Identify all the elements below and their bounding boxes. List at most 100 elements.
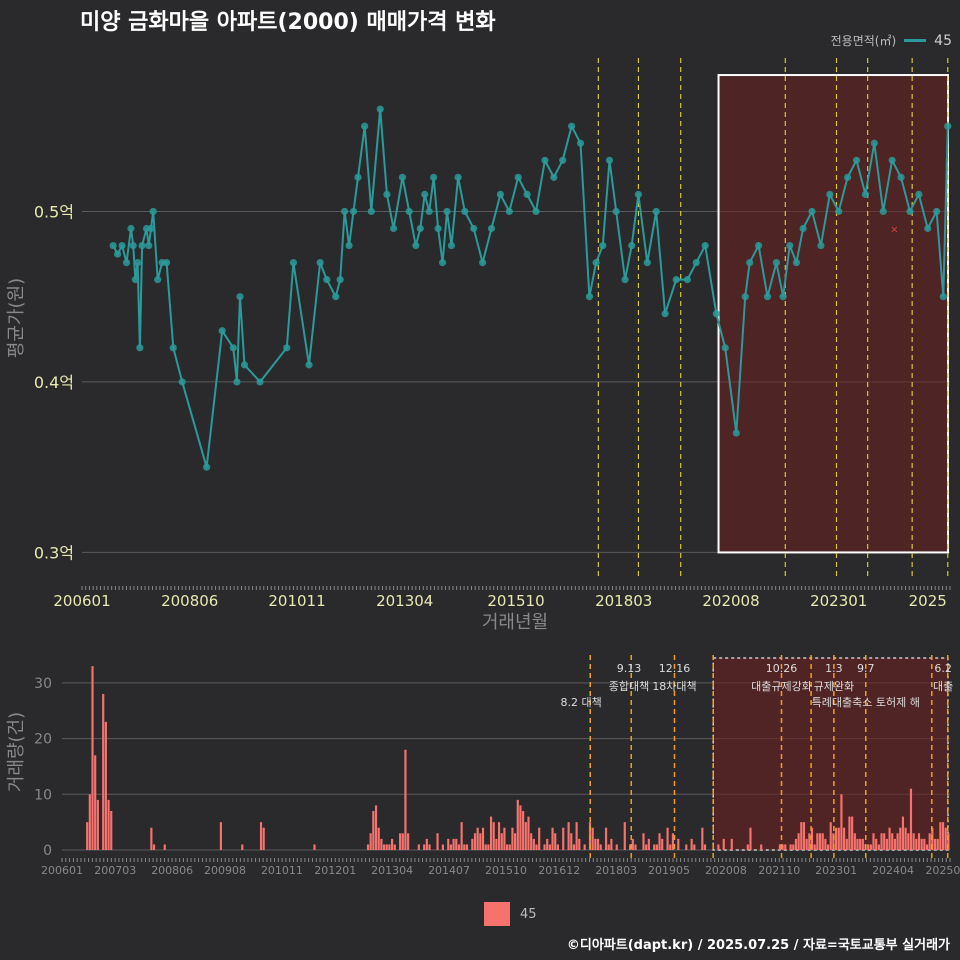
- policy-annotation-label: 대출규제강화: [751, 680, 812, 693]
- volume-bar: [859, 838, 862, 850]
- volume-bar: [88, 794, 91, 850]
- volume-bar: [834, 827, 838, 850]
- price-point: [939, 293, 947, 301]
- price-ytick-label: 0.5억: [34, 202, 74, 221]
- volume-bar: [107, 799, 110, 850]
- volume-bar: [479, 833, 482, 850]
- volume-bar: [832, 833, 835, 850]
- price-point: [138, 241, 146, 250]
- price-point: [712, 310, 720, 318]
- volume-bar: [885, 838, 888, 850]
- volume-bar: [152, 844, 156, 850]
- price-point: [541, 156, 549, 164]
- price-point: [154, 276, 162, 284]
- price-point: [786, 241, 794, 250]
- volume-ytick-label: 10: [34, 787, 52, 803]
- price-point: [376, 105, 384, 113]
- volume-bar: [449, 844, 453, 850]
- volume-bar: [730, 838, 733, 850]
- legend-volume-label: 45: [520, 906, 537, 922]
- price-point: [416, 224, 424, 233]
- volume-bar: [393, 844, 396, 850]
- volume-xtick-label: 200806: [151, 864, 193, 877]
- price-point: [289, 258, 298, 267]
- volume-bar: [262, 827, 265, 850]
- price-point: [835, 207, 843, 216]
- price-xtick-label: 200601: [53, 592, 110, 610]
- volume-bar: [102, 694, 105, 850]
- volume-bar: [401, 833, 404, 850]
- volume-bar: [653, 844, 656, 850]
- volume-bar: [150, 827, 153, 850]
- volume-yaxis-label: 거래량(건): [6, 712, 27, 792]
- volume-bar: [382, 844, 386, 850]
- price-point: [136, 344, 144, 352]
- volume-bar: [578, 838, 581, 850]
- volume-bar: [824, 838, 827, 850]
- price-point: [118, 241, 126, 250]
- volume-bar: [920, 838, 923, 850]
- price-ytick-label: 0.3억: [34, 543, 74, 562]
- price-xtick-label: 201011: [268, 592, 325, 610]
- volume-bar: [423, 844, 426, 850]
- volume-bar: [829, 822, 832, 850]
- policy-annotation-label: 18차대책: [652, 680, 696, 693]
- volume-bar: [851, 816, 854, 850]
- volume-bar: [661, 838, 664, 850]
- price-marker: ×: [890, 224, 898, 235]
- volume-bar: [460, 822, 463, 850]
- price-point: [672, 276, 680, 284]
- price-point: [826, 190, 834, 198]
- price-highlight-box: [717, 74, 949, 554]
- volume-bar: [471, 838, 474, 850]
- volume-bar: [947, 833, 950, 850]
- volume-bar: [522, 811, 525, 850]
- price-xtick-label: 202008: [702, 592, 759, 610]
- volume-bar: [928, 833, 931, 850]
- volume-bar: [519, 805, 522, 850]
- volume-bar: [404, 749, 407, 850]
- price-point: [612, 207, 620, 216]
- volume-bar: [933, 838, 937, 850]
- price-point: [447, 241, 456, 250]
- volume-xtick-label: 201803: [595, 864, 637, 877]
- price-point: [345, 241, 353, 250]
- volume-bar: [524, 822, 527, 850]
- volume-xtick-label: 201304: [371, 864, 413, 877]
- volume-xtick-label: 201905: [648, 864, 690, 877]
- price-point: [434, 224, 442, 233]
- price-point: [122, 258, 131, 267]
- volume-bar: [476, 827, 479, 850]
- price-point: [389, 224, 398, 233]
- volume-bar: [826, 844, 830, 850]
- volume-bar: [219, 822, 222, 850]
- legend-series-label: 45: [934, 32, 952, 49]
- volume-bar: [428, 844, 431, 850]
- price-point: [149, 207, 157, 216]
- price-point: [852, 156, 861, 164]
- volume-bar: [939, 822, 942, 850]
- price-point: [772, 258, 781, 267]
- volume-bar: [399, 833, 402, 850]
- volume-bar: [901, 816, 905, 850]
- volume-bar: [369, 833, 372, 850]
- price-point: [879, 207, 887, 216]
- price-xtick-label: 202301: [810, 592, 867, 610]
- volume-bar: [538, 827, 541, 850]
- volume-bar: [872, 833, 875, 850]
- price-point: [924, 224, 932, 233]
- volume-bar: [556, 844, 559, 850]
- volume-bar: [893, 838, 897, 850]
- volume-bar: [425, 838, 428, 850]
- price-point: [779, 293, 787, 301]
- price-point: [817, 241, 825, 250]
- volume-bar: [907, 833, 910, 850]
- volume-xtick-label: 200908: [204, 864, 246, 877]
- volume-bar: [511, 827, 514, 850]
- price-point: [897, 173, 905, 181]
- volume-bar: [800, 822, 803, 850]
- volume-bar: [551, 827, 554, 850]
- price-point: [599, 241, 607, 250]
- volume-bar: [703, 844, 707, 850]
- volume-bar: [749, 827, 752, 850]
